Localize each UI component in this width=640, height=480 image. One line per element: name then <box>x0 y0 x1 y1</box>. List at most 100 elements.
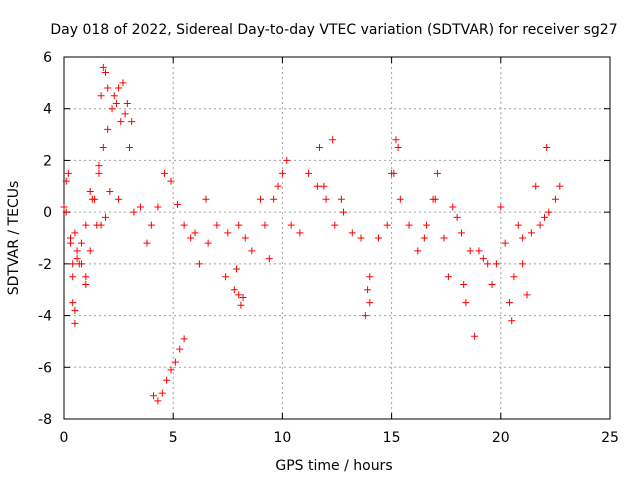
data-point <box>88 195 96 203</box>
data-point <box>95 169 103 177</box>
data-point <box>97 92 105 100</box>
data-point <box>77 239 85 247</box>
data-point <box>331 221 339 229</box>
data-point <box>510 273 518 281</box>
data-point <box>202 195 210 203</box>
data-point <box>466 247 474 255</box>
data-point <box>506 299 514 307</box>
x-tick-label: 5 <box>169 430 178 446</box>
y-tick-label: 2 <box>43 153 52 169</box>
data-point <box>440 234 448 242</box>
data-point <box>62 208 70 216</box>
data-point <box>519 234 527 242</box>
data-point <box>101 213 109 221</box>
y-tick-labels: 6 4 2 0 -2 -4 -6 -8 <box>38 50 52 428</box>
data-point <box>101 69 109 77</box>
data-point <box>158 389 166 397</box>
x-tick-labels: 0 5 10 15 20 25 <box>60 430 619 446</box>
data-point <box>348 229 356 237</box>
x-tick-label: 0 <box>60 430 69 446</box>
data-point <box>171 358 179 366</box>
data-point <box>106 187 114 195</box>
data-point <box>128 118 136 126</box>
data-point <box>235 221 243 229</box>
data-point <box>475 247 483 255</box>
y-tick-label: -8 <box>38 412 52 428</box>
data-point <box>163 376 171 384</box>
data-point <box>191 229 199 237</box>
data-point <box>556 182 564 190</box>
data-point <box>99 144 107 151</box>
data-point <box>112 100 120 108</box>
grid-lines <box>64 57 610 419</box>
data-point <box>82 221 90 229</box>
data-point <box>86 187 94 195</box>
data-point <box>296 229 304 237</box>
data-point <box>167 177 175 185</box>
data-point <box>224 229 232 237</box>
data-point <box>121 110 129 118</box>
data-point <box>383 221 391 229</box>
data-point <box>364 286 372 294</box>
data-point <box>270 195 278 203</box>
data-point <box>62 177 70 185</box>
data-point <box>73 255 81 263</box>
data-point <box>71 319 79 327</box>
data-point <box>104 125 112 133</box>
data-point <box>73 247 81 255</box>
data-point <box>471 332 479 340</box>
data-point <box>420 234 428 242</box>
data-point <box>257 195 265 203</box>
data-point <box>340 208 348 216</box>
data-point <box>540 213 548 221</box>
data-point <box>545 208 553 216</box>
data-point <box>115 195 123 203</box>
data-point <box>488 281 496 289</box>
data-point <box>71 229 79 237</box>
data-point <box>110 92 118 100</box>
data-point <box>195 260 203 268</box>
y-tick-label: 6 <box>43 50 52 66</box>
data-point <box>123 100 131 108</box>
data-point <box>86 247 94 255</box>
data-point <box>329 136 337 144</box>
data-point <box>71 306 79 314</box>
data-point <box>453 213 461 221</box>
data-point <box>82 281 90 289</box>
data-point <box>167 366 175 374</box>
plot-frame <box>63 56 611 420</box>
data-point <box>204 239 212 247</box>
data-point <box>492 260 500 268</box>
data-point <box>305 169 313 177</box>
data-point <box>405 221 413 229</box>
data-point <box>115 84 123 92</box>
data-points <box>60 63 564 405</box>
data-point <box>174 200 182 208</box>
data-point <box>160 169 168 177</box>
data-point <box>261 221 269 229</box>
data-point <box>230 286 238 294</box>
data-point <box>449 203 457 211</box>
data-point <box>316 144 324 151</box>
data-point <box>130 208 138 216</box>
data-point <box>119 79 127 87</box>
data-point <box>95 162 103 170</box>
data-point <box>248 247 256 255</box>
data-point <box>154 397 162 405</box>
data-point <box>390 169 398 177</box>
data-point <box>457 229 465 237</box>
data-point <box>180 221 188 229</box>
data-point <box>551 195 559 203</box>
data-point <box>366 273 374 281</box>
data-point <box>543 144 551 151</box>
data-point <box>69 299 77 307</box>
data-point <box>532 182 540 190</box>
data-point <box>126 144 134 151</box>
data-point <box>237 301 245 309</box>
data-point <box>117 118 125 126</box>
axis-ticks <box>63 56 611 420</box>
data-point <box>187 234 195 242</box>
data-point <box>519 260 527 268</box>
data-point <box>108 105 116 113</box>
y-tick-label: -2 <box>38 257 52 273</box>
